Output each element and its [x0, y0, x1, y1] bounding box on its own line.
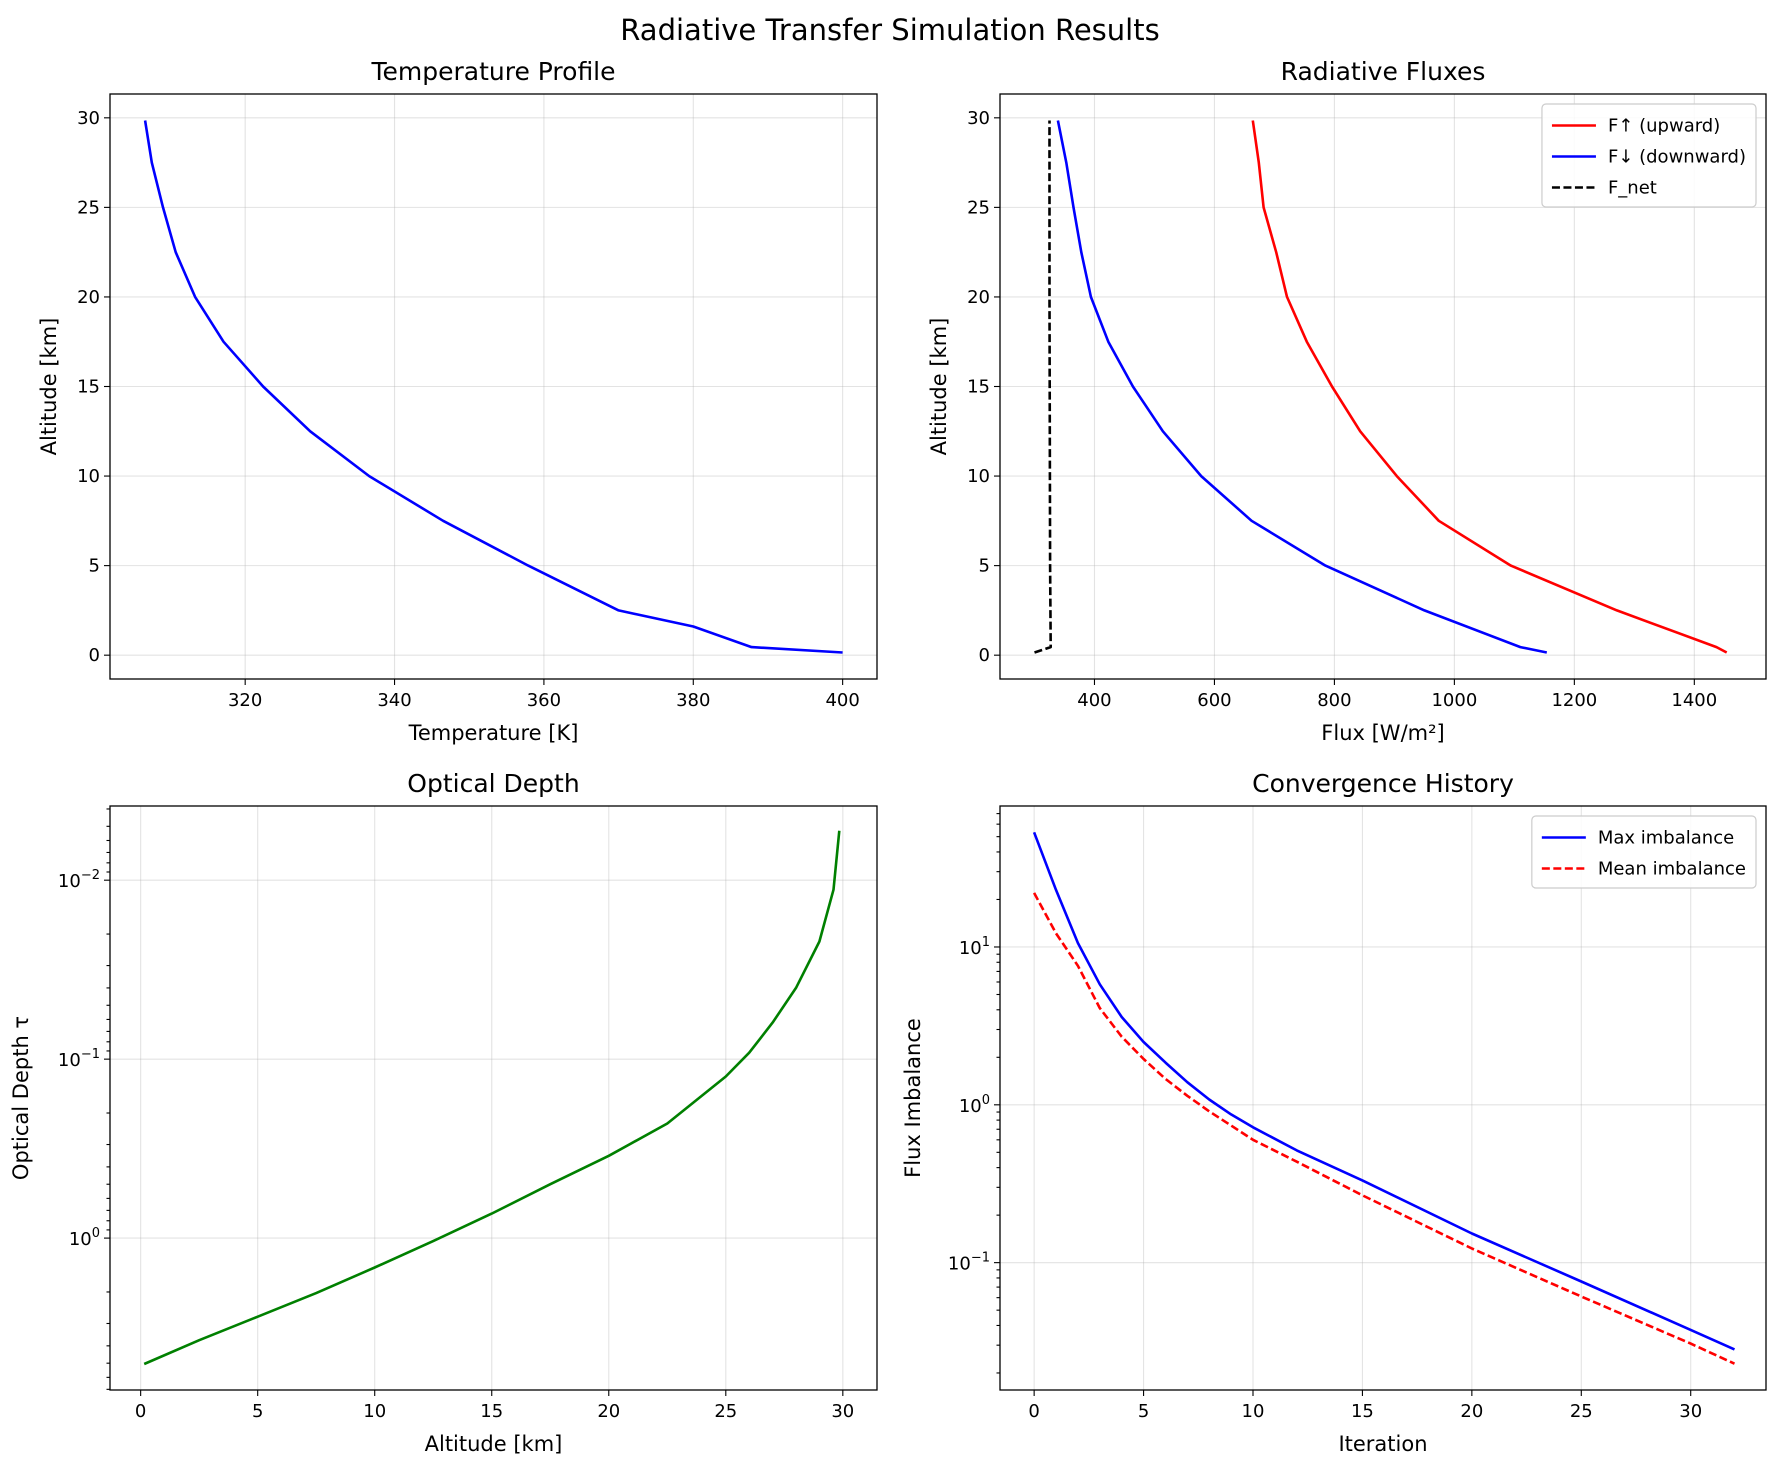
- x-tick-label: 1400: [1671, 690, 1717, 711]
- legend-label: Mean imbalance: [1598, 859, 1746, 880]
- series-line-f-downward-: [1056, 120, 1548, 654]
- y-tick-label: 0: [979, 645, 990, 666]
- x-tick-label: 25: [714, 1401, 737, 1422]
- subplot-2: 400 600 800 1000 1200 1400 0 5 10 15 20 25 30 Radiati…: [927, 57, 1767, 745]
- y-tick-label: 10: [77, 466, 100, 487]
- y-tick-label-exponent: −2: [81, 868, 100, 883]
- x-tick-label: 30: [1679, 1401, 1702, 1422]
- y-tick-label: 100: [959, 1093, 990, 1117]
- subplot-title: Optical Depth: [407, 769, 579, 798]
- x-tick-label: 800: [1317, 690, 1351, 711]
- y-tick-label: 10: [967, 466, 990, 487]
- x-axis-label: Flux [W/m²]: [1321, 721, 1444, 745]
- y-tick-label: 30: [967, 108, 990, 129]
- x-tick-label: 320: [228, 690, 262, 711]
- y-tick-label: 10−1: [58, 1047, 100, 1071]
- series-line-f-upward-: [1251, 120, 1728, 654]
- x-tick-label: 400: [1077, 690, 1111, 711]
- y-tick-label: 20: [77, 287, 100, 308]
- y-tick-label-base: 10: [69, 1229, 92, 1250]
- x-tick-label: 400: [825, 690, 859, 711]
- series-line-0: [143, 120, 843, 654]
- series-line-mean-imbalance: [1032, 892, 1736, 1365]
- x-tick-label: 10: [1242, 1401, 1265, 1422]
- x-tick-label: 1000: [1431, 690, 1477, 711]
- y-tick-label-base: 10: [948, 1254, 971, 1275]
- x-tick-label: 30: [831, 1401, 854, 1422]
- x-axis-label: Altitude [km]: [425, 1432, 563, 1456]
- x-tick-label: 360: [527, 690, 561, 711]
- x-tick-label: 20: [1460, 1401, 1483, 1422]
- y-tick-label-base: 10: [58, 1050, 81, 1071]
- axes-frame: [109, 805, 878, 1391]
- x-tick-label: 340: [377, 690, 411, 711]
- x-tick-label: 5: [252, 1401, 263, 1422]
- x-axis-label: Iteration: [1338, 1432, 1427, 1456]
- y-tick-label: 15: [967, 377, 990, 398]
- y-tick-label: 100: [69, 1226, 100, 1250]
- y-tick-label-exponent: 0: [92, 1226, 100, 1241]
- legend: F↑ (upward) F↓ (downward) F_net: [1541, 103, 1757, 208]
- subplot-1: 320 340 360 380 400 0 5 10 15 20 25 30 Temperature P…: [37, 57, 878, 745]
- y-axis-label: Optical Depth τ: [9, 1016, 33, 1180]
- y-tick-label: 10−2: [58, 868, 100, 892]
- axes-frame: [109, 93, 878, 680]
- y-axis-label: Flux Imbalance: [901, 1018, 925, 1178]
- y-tick-label: 20: [967, 287, 990, 308]
- legend: Max imbalance Mean imbalance: [1531, 815, 1757, 889]
- figure-suptitle: Radiative Transfer Simulation Results: [620, 13, 1159, 47]
- x-tick-label: 15: [1351, 1401, 1374, 1422]
- y-tick-label: 15: [77, 377, 100, 398]
- axes-frame: [999, 805, 1767, 1391]
- y-tick-label: 5: [89, 556, 100, 577]
- axes-frame: [999, 93, 1767, 680]
- x-tick-label: 25: [1570, 1401, 1593, 1422]
- series-line-max-imbalance: [1032, 831, 1736, 1351]
- y-tick-label: 5: [979, 556, 990, 577]
- y-tick-label: 0: [89, 645, 100, 666]
- series-line-f-net: [1034, 120, 1052, 654]
- subplot-title: Radiative Fluxes: [1281, 57, 1486, 86]
- legend-box: [1531, 815, 1757, 889]
- x-tick-label: 1200: [1551, 690, 1597, 711]
- subplot-title: Convergence History: [1252, 769, 1514, 798]
- legend-label: F↓ (downward): [1608, 147, 1746, 168]
- legend-box: [1541, 103, 1757, 208]
- x-tick-label: 20: [597, 1401, 620, 1422]
- legend-label: F_net: [1608, 178, 1657, 199]
- y-tick-label-exponent: 1: [982, 935, 990, 950]
- y-tick-label-exponent: 0: [982, 1093, 990, 1108]
- y-tick-label-exponent: −1: [971, 1251, 990, 1266]
- y-tick-label: 25: [77, 197, 100, 218]
- subplot-title: Temperature Profile: [370, 57, 615, 86]
- y-tick-label-exponent: −1: [81, 1047, 100, 1062]
- x-tick-label: 5: [1138, 1401, 1149, 1422]
- x-tick-label: 10: [363, 1401, 386, 1422]
- x-tick-label: 0: [135, 1401, 146, 1422]
- y-tick-label-base: 10: [58, 871, 81, 892]
- y-tick-label: 30: [77, 108, 100, 129]
- x-tick-label: 600: [1197, 690, 1231, 711]
- x-axis-label: Temperature [K]: [408, 721, 579, 745]
- y-axis-label: Altitude [km]: [37, 318, 61, 456]
- y-tick-label: 25: [967, 197, 990, 218]
- y-axis-label: Altitude [km]: [927, 318, 951, 456]
- legend-label: Max imbalance: [1598, 828, 1734, 849]
- legend-label: F↑ (upward): [1608, 116, 1720, 137]
- x-tick-label: 380: [676, 690, 710, 711]
- x-tick-label: 15: [480, 1401, 503, 1422]
- y-tick-label-base: 10: [959, 938, 982, 959]
- y-tick-label: 10−1: [948, 1251, 990, 1275]
- y-tick-label-base: 10: [959, 1096, 982, 1117]
- x-tick-label: 0: [1028, 1401, 1039, 1422]
- y-tick-label: 101: [959, 935, 990, 959]
- series-line-0: [143, 830, 841, 1366]
